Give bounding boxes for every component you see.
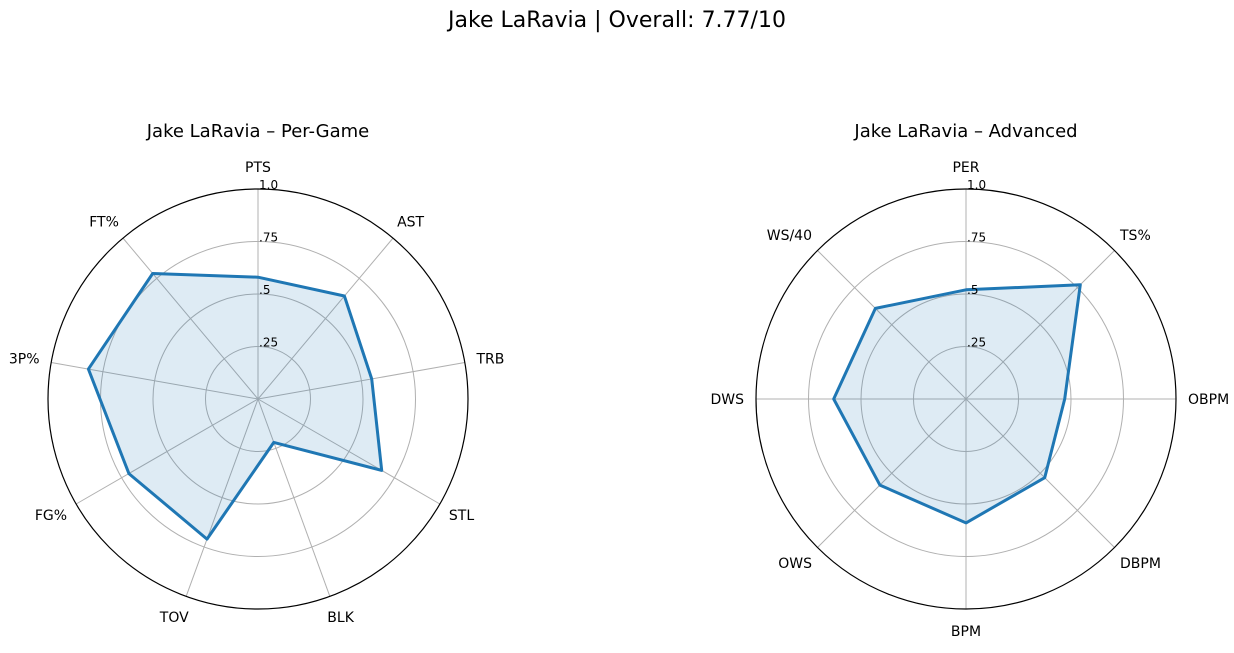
per-game-label-tov: TOV	[159, 610, 189, 626]
advanced-rtick-label: .25	[967, 336, 986, 350]
per-game-spoke	[257, 237, 394, 400]
per-game-rtick-label: 1.0	[259, 178, 278, 192]
advanced-rtick-label: .75	[967, 231, 986, 245]
per-game-spoke	[257, 362, 465, 400]
advanced-label-ows: OWS	[778, 556, 812, 572]
advanced-label-ws-40: WS/40	[767, 228, 812, 244]
per-game-spoke	[185, 398, 259, 597]
per-game-rtick-label: .75	[259, 231, 278, 245]
advanced-radar: Jake LaRavia – Advanced .25 .5 .75 1.0 PER TS%…	[710, 121, 1229, 640]
per-game-label-ast: AST	[397, 214, 424, 230]
per-game-label-ft-pct: FT%	[89, 214, 119, 230]
per-game-label-trb: TRB	[476, 352, 505, 368]
advanced-spoke	[817, 250, 967, 400]
advanced-outer-ring	[755, 188, 1177, 610]
per-game-radar: Jake LaRavia – Per-Game .25 .5 .75 1.0 PTS AST…	[9, 121, 505, 626]
advanced-spoke	[965, 250, 1115, 400]
per-game-title: Jake LaRavia – Per-Game	[146, 121, 370, 142]
advanced-area	[833, 284, 1081, 523]
per-game-rtick-label: .5	[259, 283, 270, 297]
per-game-label-stl: STL	[449, 508, 474, 524]
per-game-spoke	[51, 362, 259, 400]
figure-title: Jake LaRavia | Overall: 7.77/10	[448, 8, 786, 33]
per-game-spoke	[257, 398, 441, 505]
per-game-series-line	[86, 272, 384, 541]
per-game-outer-ring	[47, 188, 469, 610]
per-game-spoke	[75, 398, 259, 505]
advanced-label-bpm: BPM	[951, 624, 981, 640]
advanced-spoke	[965, 398, 1115, 548]
advanced-label-dbpm: DBPM	[1120, 556, 1161, 572]
advanced-label-dws: DWS	[710, 392, 744, 408]
per-game-area	[88, 273, 382, 540]
advanced-rtick-label: 1.0	[967, 178, 986, 192]
advanced-title: Jake LaRavia – Advanced	[853, 121, 1077, 142]
per-game-label-3p-pct: 3P%	[9, 352, 40, 368]
advanced-label-ts-pct: TS%	[1119, 228, 1151, 244]
advanced-spoke	[817, 398, 967, 548]
advanced-rtick-label: .5	[967, 283, 978, 297]
advanced-label-obpm: OBPM	[1188, 392, 1229, 408]
per-game-spoke	[122, 237, 259, 400]
per-game-label-blk: BLK	[327, 610, 354, 626]
per-game-spoke	[257, 398, 331, 597]
per-game-label-pts: PTS	[245, 160, 271, 176]
per-game-label-fg-pct: FG%	[35, 508, 67, 524]
advanced-label-per: PER	[952, 160, 979, 176]
per-game-rtick-label: .25	[259, 336, 278, 350]
